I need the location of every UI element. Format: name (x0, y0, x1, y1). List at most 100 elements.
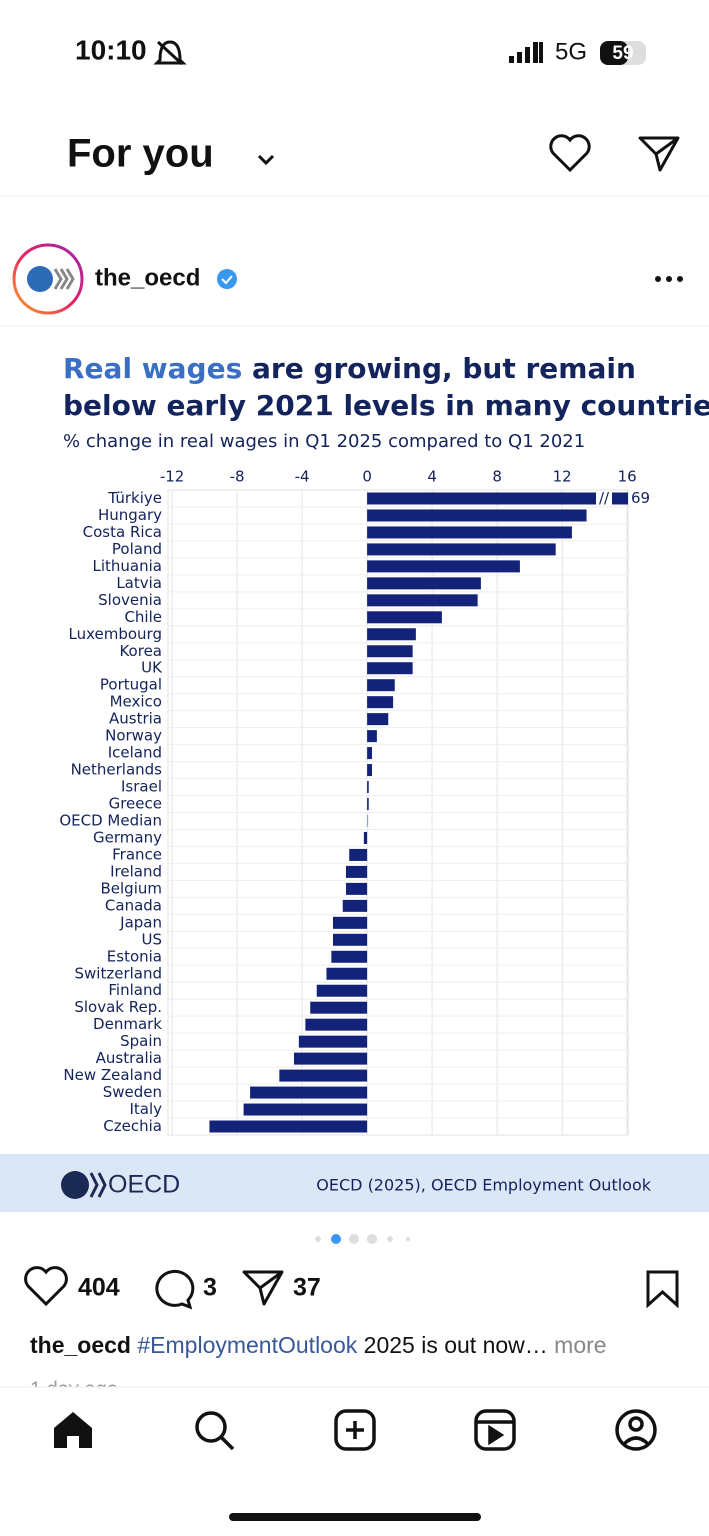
y-tick-label: France (112, 845, 162, 863)
y-tick-label: Lithuania (93, 557, 162, 575)
bar (367, 713, 389, 726)
caption-username[interactable]: the_oecd (30, 1332, 131, 1358)
verified-badge (217, 269, 237, 289)
bar (243, 1103, 368, 1116)
username[interactable]: the_oecd (95, 264, 200, 291)
carousel-dots (315, 1234, 410, 1244)
bar (367, 764, 372, 777)
bar (367, 696, 394, 709)
x-tick-label: -12 (160, 468, 185, 486)
y-tick-label: Spain (120, 1032, 162, 1050)
oecd-logo: OECD (108, 1171, 180, 1199)
like-button[interactable] (24, 1266, 68, 1307)
nav-search[interactable] (195, 1411, 235, 1451)
y-tick-label: Austria (109, 710, 162, 728)
caption-text: 2025 is out now… (364, 1332, 548, 1358)
bar (298, 1035, 368, 1048)
y-tick-label: Finland (108, 981, 162, 999)
title-line: are growing, but remain (252, 352, 636, 385)
y-tick-label: Denmark (93, 1015, 162, 1033)
bar (363, 831, 368, 844)
status-time: 10:10 (75, 34, 147, 65)
oecd-globe (61, 1171, 89, 1199)
status-network: 5G (555, 38, 587, 65)
more-options[interactable] (655, 276, 683, 282)
y-tick-label: Norway (105, 727, 162, 745)
battery-text: 59 (612, 43, 633, 64)
bar (331, 950, 368, 963)
nav-home[interactable] (54, 1412, 92, 1448)
bar-break-stub (612, 492, 628, 505)
bar (367, 628, 416, 641)
bar (367, 798, 369, 811)
y-tick-label: Luxembourg (69, 625, 163, 643)
y-tick-label: Switzerland (75, 964, 163, 982)
y-tick-label: Netherlands (71, 761, 163, 779)
comment-count[interactable]: 3 (203, 1274, 217, 1302)
bar (293, 1052, 368, 1065)
feed-chevron[interactable] (257, 154, 275, 166)
chart-subtitle: % change in real wages in Q1 2025 compar… (63, 431, 585, 452)
mute-icon (153, 40, 187, 66)
y-tick-label: Australia (96, 1049, 162, 1067)
bar (367, 662, 413, 675)
messages-icon[interactable] (638, 136, 680, 172)
y-tick-label: Italy (129, 1100, 162, 1118)
more-link[interactable]: more (554, 1332, 606, 1358)
bar (367, 781, 369, 794)
bar (367, 560, 520, 573)
bar (367, 543, 556, 556)
bar (367, 526, 572, 539)
bar (279, 1069, 368, 1082)
bar (209, 1120, 368, 1133)
avatar-chevrons (53, 268, 75, 290)
chart-title: Real wages are growing, but remain (63, 352, 636, 385)
story-ring[interactable] (12, 243, 84, 315)
y-tick-label: Poland (112, 540, 162, 558)
verified-check (221, 275, 233, 285)
share-count[interactable]: 37 (293, 1274, 321, 1302)
y-tick-label: Türkiye (107, 489, 162, 507)
y-tick-label: Estonia (107, 947, 162, 965)
x-tick-label: 8 (492, 468, 502, 486)
bar (250, 1086, 368, 1099)
bar (367, 814, 369, 827)
y-tick-label: Hungary (98, 506, 162, 524)
notifications-icon[interactable] (549, 134, 591, 173)
bar (367, 509, 587, 522)
x-tick-label: 4 (427, 468, 437, 486)
bar (305, 1018, 368, 1031)
feed-title[interactable]: For you (67, 132, 214, 176)
chart-title: below early 2021 levels in many countrie… (63, 389, 709, 422)
y-tick-label: UK (141, 659, 163, 677)
y-tick-label: US (141, 930, 162, 948)
signal-icon (509, 42, 543, 63)
y-tick-label: New Zealand (63, 1066, 162, 1084)
bar (367, 492, 596, 505)
save-button[interactable] (646, 1270, 679, 1309)
x-tick-label: -4 (295, 468, 310, 486)
like-count[interactable]: 404 (78, 1274, 120, 1302)
bar (332, 933, 368, 946)
bar (367, 611, 442, 624)
comment-button[interactable] (155, 1269, 195, 1310)
bar (342, 899, 368, 912)
x-tick-label: -8 (230, 468, 245, 486)
share-button[interactable] (242, 1270, 284, 1306)
bar (367, 594, 478, 607)
hashtag[interactable]: #EmploymentOutlook (137, 1332, 357, 1358)
bar (367, 730, 377, 743)
nav-profile[interactable] (615, 1409, 657, 1451)
oecd-chevrons (89, 1172, 107, 1198)
nav-create[interactable] (334, 1409, 376, 1451)
bar (326, 967, 368, 980)
home-indicator (229, 1513, 481, 1521)
y-tick-label: Ireland (110, 862, 162, 880)
nav-reels[interactable] (474, 1409, 516, 1451)
source: OECD (2025), OECD Employment Outlook (316, 1176, 651, 1195)
x-tick-label: 0 (362, 468, 372, 486)
y-tick-label: Latvia (116, 574, 162, 592)
